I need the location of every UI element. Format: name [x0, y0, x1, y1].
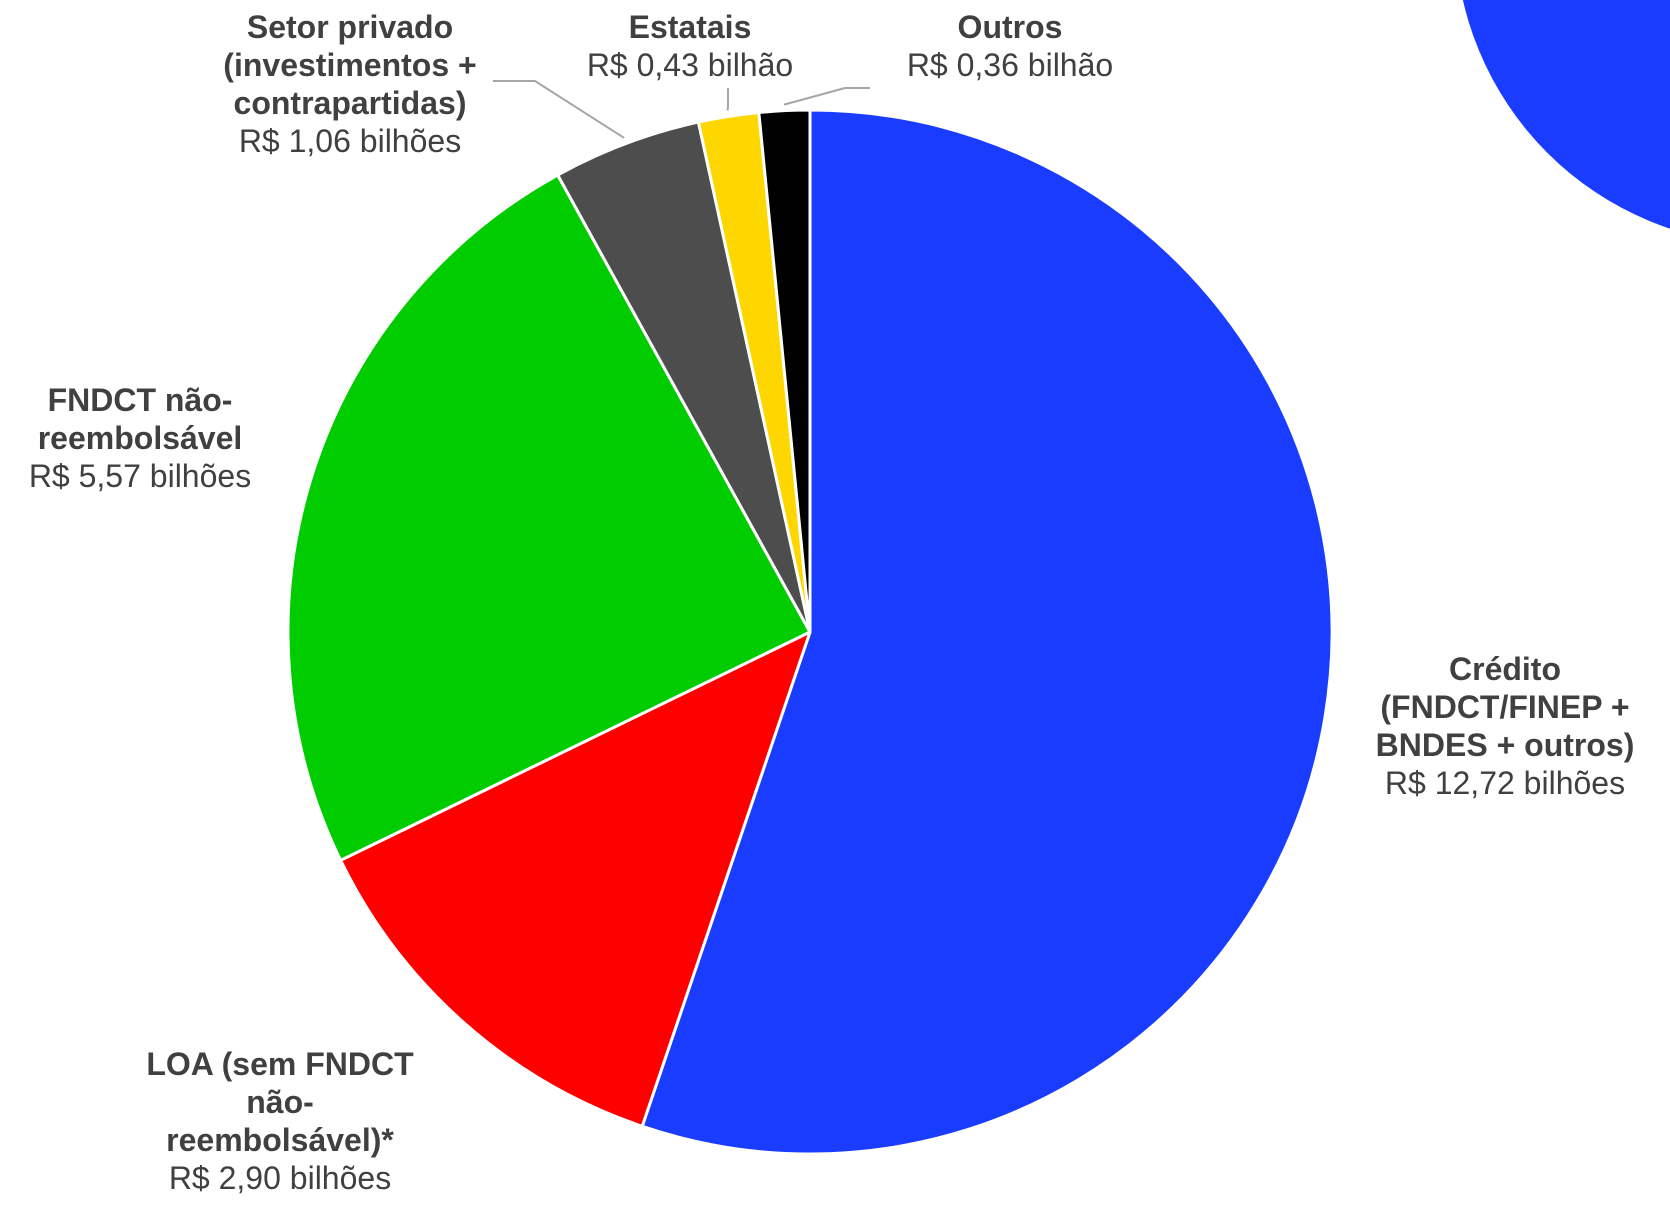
label-name-line: contrapartidas) [233, 85, 467, 121]
label-name-line: Outros [957, 9, 1063, 45]
label-name-line: LOA (sem FNDCT [146, 1046, 414, 1082]
pie-slice-0 [640, 108, 1334, 1156]
label-value: R$ 0,43 bilhão [586, 47, 794, 83]
label-value: R$ 5,57 bilhões [28, 458, 252, 494]
label-setor-privado: Setor privado (investimentos + contrapar… [200, 8, 500, 160]
label-outros: Outros R$ 0,36 bilhão [880, 8, 1140, 84]
label-name-line: (FNDCT/FINEP + [1380, 689, 1630, 725]
label-name-line: (investimentos + [223, 47, 477, 83]
decorative-blue-circle [1462, 0, 1670, 229]
leader-line-outros [783, 87, 870, 106]
label-credito: Crédito (FNDCT/FINEP + BNDES + outros) R… [1355, 650, 1655, 802]
label-value: R$ 1,06 bilhões [238, 123, 462, 159]
label-value: R$ 2,90 bilhões [168, 1160, 392, 1196]
label-estatais: Estatais R$ 0,43 bilhão [560, 8, 820, 84]
label-name-line: reembolsável [37, 420, 243, 456]
label-name-line: reembolsável)* [166, 1122, 394, 1158]
label-fndct-nao-reembolsavel: FNDCT não- reembolsável R$ 5,57 bilhões [0, 381, 280, 495]
leader-lines [493, 80, 870, 139]
leader-line-setor-privado [493, 80, 625, 139]
label-value: R$ 12,72 bilhões [1384, 765, 1626, 801]
label-loa: LOA (sem FNDCT não- reembolsável)* R$ 2,… [130, 1045, 430, 1197]
label-name-line: FNDCT não- [47, 382, 233, 418]
pie-slices [286, 108, 1334, 1156]
label-name-line: Setor privado [246, 9, 454, 45]
pie-slice-5 [757, 108, 812, 634]
label-name-line: não- [246, 1084, 314, 1120]
pie-slice-1 [339, 630, 812, 1128]
pie-slice-2 [286, 173, 812, 862]
label-name-line: BNDES + outros) [1375, 727, 1635, 763]
label-name-line: Estatais [628, 9, 752, 45]
label-value: R$ 0,36 bilhão [906, 47, 1114, 83]
label-name-line: Crédito [1449, 651, 1561, 687]
